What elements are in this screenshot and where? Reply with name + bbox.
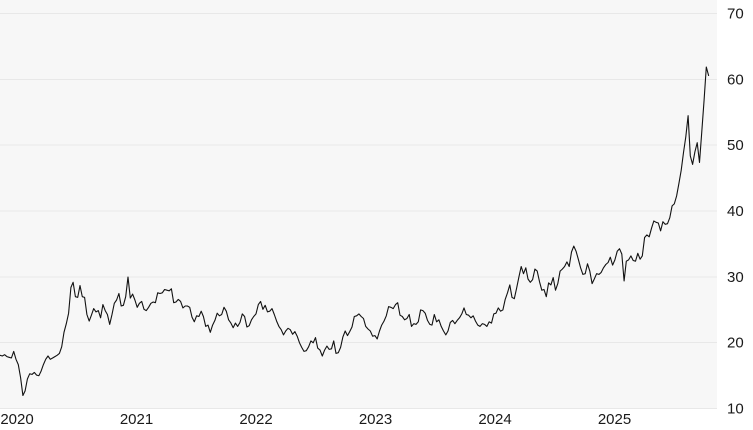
y-axis-tick-label: 70 [727,6,744,23]
y-axis-tick-label: 50 [727,137,744,154]
y-axis-tick-label: 40 [727,203,744,220]
x-axis-tick-label: 2021 [120,411,153,428]
y-axis-tick-label: 30 [727,269,744,286]
x-axis-tick-label: 2024 [478,411,511,428]
x-axis-tick-label: 2023 [359,411,392,428]
y-axis-tick-label: 60 [727,71,744,88]
price-line-series [0,66,710,397]
plot-area [0,0,717,408]
y-axis-tick-label: 20 [727,335,744,352]
y-axis-tick-label: 10 [727,401,744,418]
x-axis-tick-label: 2020 [0,411,33,428]
x-axis-tick-label: 2025 [598,411,631,428]
x-axis-tick-label: 2022 [239,411,272,428]
